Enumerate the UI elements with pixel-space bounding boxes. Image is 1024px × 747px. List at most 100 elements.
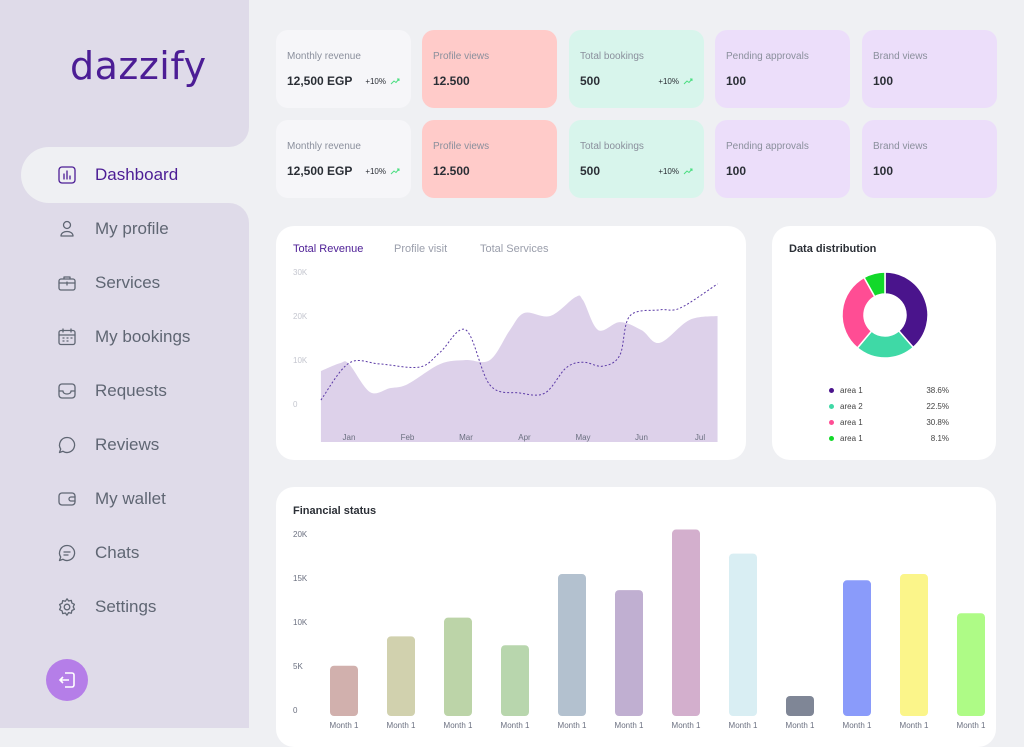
financial-bar-chart: 20K 15K 10K 5K 0 Month 1 Month 1 Month 1 Month 1… <box>293 529 986 730</box>
stat-label: Total bookings <box>580 141 644 152</box>
sidebar-item-services[interactable]: Services <box>21 255 249 311</box>
legend-dot <box>829 388 834 393</box>
stat-value: 100 <box>726 74 747 88</box>
stat-label: Pending approvals <box>726 51 809 62</box>
sidebar-item-settings[interactable]: Settings <box>21 579 249 635</box>
sidebar-item-requests[interactable]: Requests <box>21 363 249 419</box>
inbox-icon <box>57 381 77 401</box>
trend-up-icon <box>390 168 400 175</box>
trend-up-icon <box>390 78 400 85</box>
bar <box>957 613 985 716</box>
stat-label: Brand views <box>873 141 928 152</box>
briefcase-icon <box>57 273 77 293</box>
legend-item: area 1 8.1% <box>829 434 949 443</box>
nav-curve <box>209 203 249 223</box>
y-tick-label: 0 <box>293 706 298 715</box>
legend-label: area 1 <box>840 434 863 443</box>
stat-label: Pending approvals <box>726 141 809 152</box>
stat-label: Profile views <box>433 51 490 62</box>
sidebar-item-label: My wallet <box>95 489 166 508</box>
legend-item: area 2 22.5% <box>829 402 949 411</box>
bar <box>900 574 928 716</box>
area-series <box>320 295 718 442</box>
nav-curve <box>209 127 249 147</box>
bar <box>786 695 814 716</box>
sidebar-item-label: Services <box>95 273 161 292</box>
legend-value: 22.5% <box>926 402 949 411</box>
gear-icon <box>57 597 77 617</box>
sidebar-item-label: Dashboard <box>95 165 179 184</box>
sidebar-item-chats[interactable]: Chats <box>21 525 249 581</box>
distribution-panel: Data distribution area 1 38.6% area 2 22.5%… <box>772 226 996 460</box>
bar <box>387 636 415 716</box>
x-tick-label: Feb <box>401 433 415 442</box>
tab-profile-visit[interactable]: Profile visit <box>394 243 448 255</box>
logout-icon <box>58 672 75 688</box>
sidebar-item-reviews[interactable]: Reviews <box>21 417 249 473</box>
donut-chart <box>841 271 929 359</box>
sidebar-item-label: Chats <box>95 543 140 562</box>
sidebar-item-my-profile[interactable]: My profile <box>21 201 249 257</box>
y-tick-label: 5K <box>293 662 303 671</box>
stat-value: 12.500 <box>433 164 470 178</box>
x-tick-label: Month 1 <box>786 721 815 730</box>
bar <box>672 529 700 716</box>
legend-label: area 1 <box>840 418 863 427</box>
logout-button[interactable] <box>46 659 88 701</box>
stat-value: 100 <box>873 164 894 178</box>
stat-value: 100 <box>726 164 747 178</box>
donut-slice <box>884 271 929 349</box>
x-tick-label: Month 1 <box>729 721 758 730</box>
stat-card: Profile views 12.500 <box>422 30 557 108</box>
x-tick-label: Jul <box>695 433 705 442</box>
legend-item: area 1 38.6% <box>829 386 949 395</box>
user-icon <box>57 219 77 239</box>
calendar-icon <box>57 327 77 347</box>
dotted-line-series <box>320 283 718 401</box>
tab-total-services[interactable]: Total Services <box>480 243 549 255</box>
y-tick-label: 10K <box>293 356 308 365</box>
stat-value: 100 <box>873 74 894 88</box>
sidebar-item-my-bookings[interactable]: My bookings <box>21 309 249 365</box>
stat-value: 12.500 <box>433 74 470 88</box>
legend-value: 38.6% <box>926 386 949 395</box>
legend-label: area 1 <box>840 386 863 395</box>
trend-up-icon <box>683 168 693 175</box>
stat-change: +10% <box>658 76 679 86</box>
x-tick-label: Month 1 <box>900 721 929 730</box>
x-tick-label: Month 1 <box>672 721 701 730</box>
stat-change: +10% <box>658 166 679 176</box>
x-tick-label: May <box>575 433 590 442</box>
y-tick-label: 15K <box>293 574 308 583</box>
sidebar-item-my-wallet[interactable]: My wallet <box>21 471 249 527</box>
stat-change: +10% <box>365 166 386 176</box>
legend-dot <box>829 420 834 425</box>
sidebar-item-label: Requests <box>95 381 167 400</box>
wallet-icon <box>57 489 77 509</box>
revenue-chart-panel: Total Revenue Profile visit Total Servic… <box>276 226 746 460</box>
y-tick-label: 10K <box>293 618 308 627</box>
tab-total-revenue[interactable]: Total Revenue <box>293 243 364 255</box>
bar <box>444 617 472 716</box>
sidebar-item-label: Settings <box>95 597 157 616</box>
stat-card: Profile views 12.500 <box>422 120 557 198</box>
x-tick-label: Mar <box>459 433 473 442</box>
sidebar-item-label: My bookings <box>95 327 191 346</box>
x-tick-label: Month 1 <box>501 721 530 730</box>
x-tick-label: Month 1 <box>330 721 359 730</box>
stat-card: Brand views 100 <box>862 30 997 108</box>
y-tick-label: 20K <box>293 312 308 321</box>
stat-label: Monthly revenue <box>287 141 361 152</box>
x-tick-label: Jun <box>635 433 648 442</box>
legend-label: area 2 <box>840 402 863 411</box>
chat-bubble-icon <box>57 435 77 455</box>
y-tick-label: 30K <box>293 268 308 277</box>
bar <box>615 590 643 716</box>
y-tick-label: 20K <box>293 530 308 539</box>
sidebar-item-dashboard[interactable]: Dashboard <box>21 147 249 203</box>
stat-card: Pending approvals 100 <box>715 30 850 108</box>
legend-value: 8.1% <box>930 434 949 443</box>
financial-title: Financial status <box>293 505 377 517</box>
sidebar-item-label: Reviews <box>95 435 160 454</box>
legend-dot <box>829 436 834 441</box>
